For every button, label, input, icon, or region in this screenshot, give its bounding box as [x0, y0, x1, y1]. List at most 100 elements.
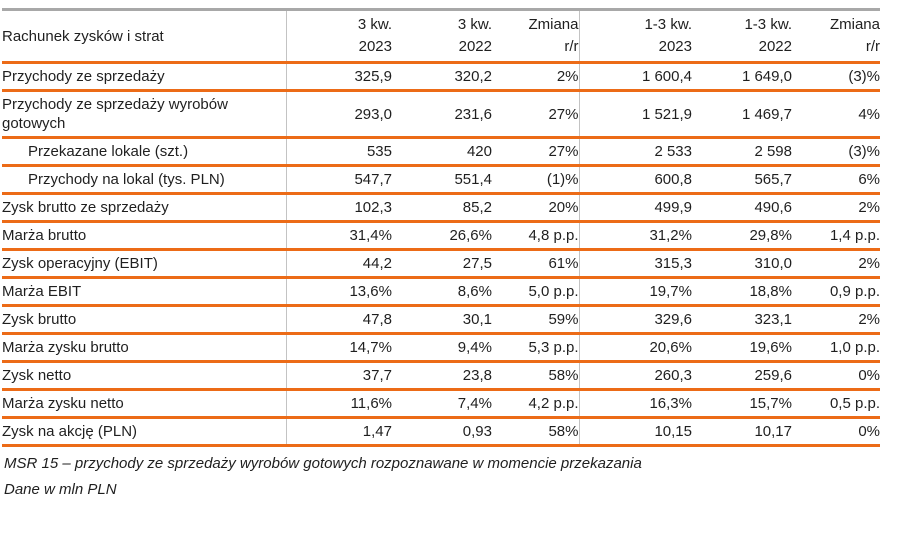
cell-value: (3)%	[848, 143, 880, 160]
cell-value: 499,9	[578, 193, 692, 222]
cell-value: 58%	[548, 367, 579, 384]
cell-value: 5,3 p.p.	[528, 339, 579, 356]
cell-value: 2%	[858, 255, 880, 272]
table-row: Przychody na lokal (tys. PLN) 547,7 551,4 (…	[2, 165, 880, 194]
cell-value: 1 469,7	[741, 105, 792, 123]
cell-value: 37,7	[285, 361, 392, 390]
cell-value: 31,2%	[578, 221, 692, 250]
table-row: Przychody ze sprzedaży wyrobów gotowych 2…	[2, 90, 880, 138]
cell-value: 27%	[548, 143, 579, 160]
cell-value: 0%	[858, 423, 880, 440]
table-row: Zysk na akcję (PLN) 1,47 0,93 58% 10,15 10,17…	[2, 417, 880, 446]
cell-value: 231,6	[454, 105, 492, 123]
cell-value: 102,3	[285, 193, 392, 222]
row-label: Przychody na lokal (tys. PLN)	[28, 171, 225, 188]
cell-value: 7,4%	[457, 395, 492, 412]
cell-value: 2 533	[578, 137, 692, 166]
cell-value: 420	[466, 143, 492, 160]
cell-value: 2%	[556, 68, 579, 85]
cell-value: 16,3%	[578, 389, 692, 418]
table-row: Marża EBIT 13,6% 8,6% 5,0 p.p. 19,7% 18,8% 0,9…	[2, 277, 880, 306]
cell-value: 1 600,4	[578, 62, 692, 91]
cell-value: 1 649,0	[741, 68, 792, 85]
column-header-change-9m: Zmiana r/r	[829, 16, 880, 55]
footnote-msr15: MSR 15 – przychody ze sprzedaży wyrobów …	[4, 455, 642, 472]
cell-value: 20%	[548, 199, 579, 216]
cell-value: 551,4	[454, 171, 492, 188]
cell-value: 1,47	[285, 417, 392, 446]
cell-value: 0,5 p.p.	[829, 395, 880, 412]
report-page: Rachunek zysków i strat 3 kw. 2023 3 kw.…	[2, 8, 890, 503]
cell-value: 44,2	[285, 249, 392, 278]
cell-value: 4,2 p.p.	[528, 395, 579, 412]
row-label: Marża brutto	[2, 227, 87, 244]
cell-value: 293,0	[285, 90, 392, 138]
table-row: Przekazane lokale (szt.) 535 420 27% 2 533 2 …	[2, 137, 880, 166]
footnote-units: Dane w mln PLN	[4, 481, 117, 498]
column-header-change-q: Zmiana r/r	[528, 16, 579, 55]
footnotes: MSR 15 – przychody ze sprzedaży wyrobów …	[2, 451, 890, 503]
cell-value: 85,2	[462, 199, 492, 216]
cell-value: 26,6%	[449, 227, 492, 244]
row-label: Przychody ze sprzedaży	[2, 68, 165, 85]
cell-value: 2%	[858, 311, 880, 328]
cell-value: 2 598	[754, 143, 792, 160]
cell-value: 14,7%	[285, 333, 392, 362]
profit-and-loss-table: Rachunek zysków i strat 3 kw. 2023 3 kw.…	[2, 8, 880, 447]
cell-value: 600,8	[578, 165, 692, 194]
table-title: Rachunek zysków i strat	[2, 27, 164, 45]
cell-value: 547,7	[285, 165, 392, 194]
cell-value: (3)%	[848, 68, 880, 85]
cell-value: 27%	[548, 105, 579, 123]
cell-value: 1 521,9	[578, 90, 692, 138]
row-label: Przekazane lokale (szt.)	[28, 143, 189, 160]
cell-value: 20,6%	[578, 333, 692, 362]
cell-value: 10,17	[754, 423, 792, 440]
cell-value: 30,1	[462, 311, 492, 328]
table-row: Zysk brutto ze sprzedaży 102,3 85,2 20% 499,…	[2, 193, 880, 222]
cell-value: 15,7%	[749, 395, 792, 412]
table-row: Marża zysku brutto 14,7% 9,4% 5,3 p.p. 20,6%…	[2, 333, 880, 362]
cell-value: 259,6	[754, 367, 792, 384]
cell-value: 9,4%	[457, 339, 492, 356]
cell-value: 19,6%	[749, 339, 792, 356]
row-label: Marża zysku brutto	[2, 339, 129, 356]
cell-value: (1)%	[546, 171, 579, 188]
row-label: Marża zysku netto	[2, 395, 124, 412]
table-row: Marża brutto 31,4% 26,6% 4,8 p.p. 31,2% 29,8%…	[2, 221, 880, 250]
table-row: Marża zysku netto 11,6% 7,4% 4,2 p.p. 16,3% 1…	[2, 389, 880, 418]
cell-value: 18,8%	[749, 283, 792, 300]
cell-value: 4,8 p.p.	[528, 227, 579, 244]
cell-value: 315,3	[578, 249, 692, 278]
row-label: Marża EBIT	[2, 283, 82, 300]
cell-value: 29,8%	[749, 227, 792, 244]
cell-value: 0%	[858, 367, 880, 384]
cell-value: 27,5	[462, 255, 492, 272]
cell-value: 23,8	[462, 367, 492, 384]
column-header-q3-2022: 3 kw. 2022	[457, 16, 492, 55]
cell-value: 329,6	[578, 305, 692, 334]
cell-value: 6%	[858, 171, 880, 188]
row-label: Przychody ze sprzedaży wyrobów gotowych	[2, 96, 228, 132]
cell-value: 31,4%	[285, 221, 392, 250]
cell-value: 0,9 p.p.	[829, 283, 880, 300]
table-row: Przychody ze sprzedaży 325,9 320,2 2% 1 600,…	[2, 62, 880, 91]
cell-value: 320,2	[454, 68, 492, 85]
cell-value: 10,15	[578, 417, 692, 446]
cell-value: 47,8	[285, 305, 392, 334]
cell-value: 59%	[548, 311, 579, 328]
cell-value: 535	[285, 137, 392, 166]
cell-value: 8,6%	[457, 283, 492, 300]
cell-value: 1,4 p.p.	[829, 227, 880, 244]
cell-value: 490,6	[754, 199, 792, 216]
row-label: Zysk brutto ze sprzedaży	[2, 199, 169, 216]
cell-value: 13,6%	[285, 277, 392, 306]
column-header-9m-2022: 1-3 kw. 2022	[744, 16, 792, 55]
cell-value: 310,0	[754, 255, 792, 272]
cell-value: 5,0 p.p.	[528, 283, 579, 300]
table-row: Zysk operacyjny (EBIT) 44,2 27,5 61% 315,3 31…	[2, 249, 880, 278]
cell-value: 565,7	[754, 171, 792, 188]
row-label: Zysk na akcję (PLN)	[2, 423, 138, 440]
row-label: Zysk netto	[2, 367, 72, 384]
column-header-9m-2023: 1-3 kw. 2023	[578, 9, 692, 63]
